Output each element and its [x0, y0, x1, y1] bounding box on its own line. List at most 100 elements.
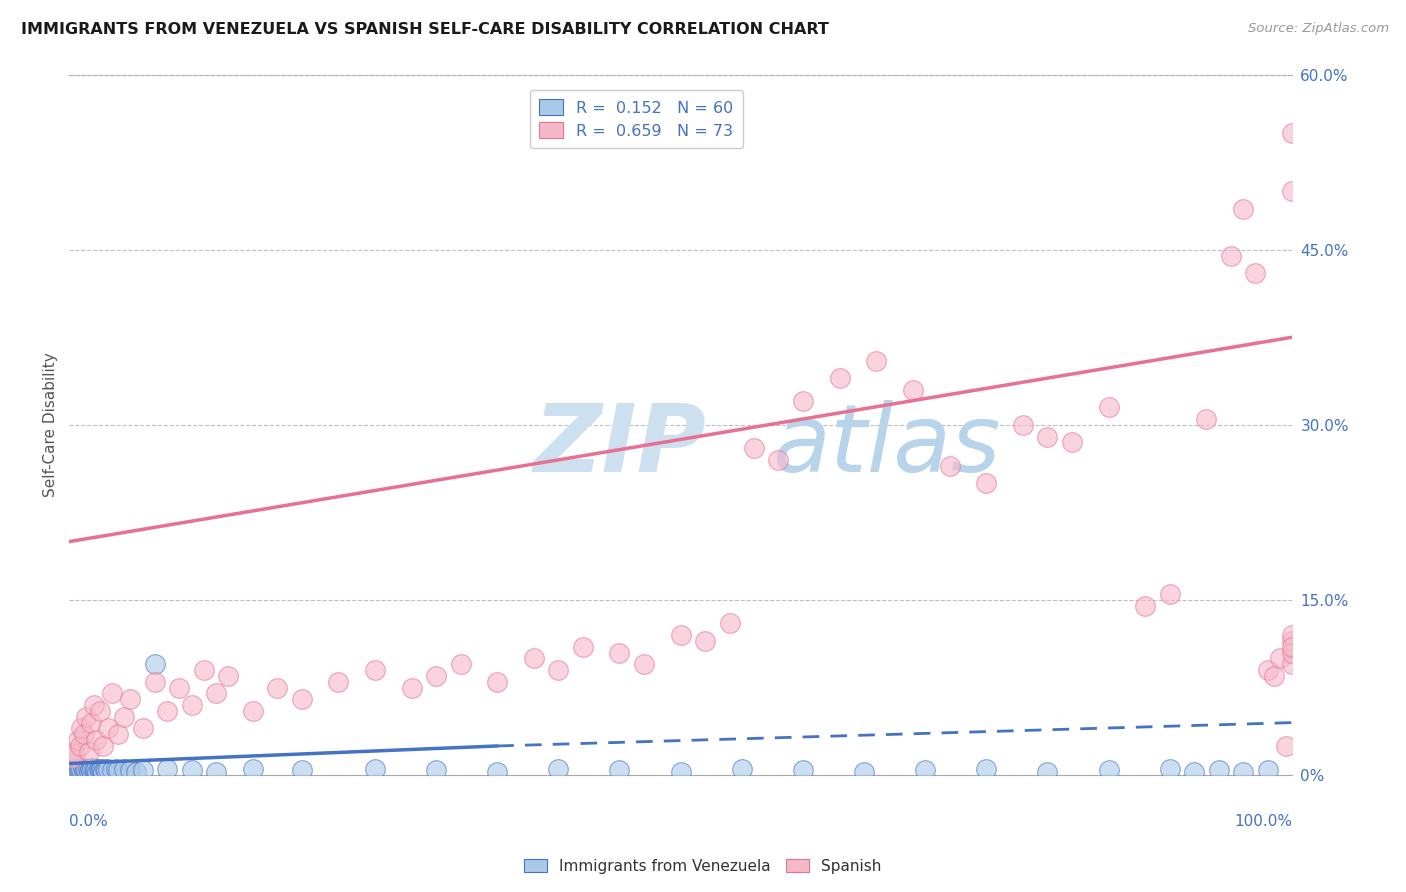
- Point: [82, 761, 104, 775]
- Point: [70, 722, 93, 736]
- Point: [97, 762, 120, 776]
- Point: [89, 764, 111, 778]
- Point: [143, 657, 166, 672]
- Point: [63, 762, 86, 776]
- Point: [75, 764, 97, 778]
- Point: [1159, 587, 1181, 601]
- Point: [93, 762, 115, 776]
- Point: [914, 764, 936, 778]
- Legend: R =  0.152   N = 60, R =  0.659   N = 73: R = 0.152 N = 60, R = 0.659 N = 73: [530, 89, 742, 148]
- Point: [633, 657, 655, 672]
- Text: Source: ZipAtlas.com: Source: ZipAtlas.com: [1249, 22, 1389, 36]
- Point: [1281, 126, 1303, 140]
- Point: [792, 764, 814, 778]
- Point: [169, 681, 191, 695]
- Point: [66, 733, 89, 747]
- Point: [425, 764, 447, 778]
- Point: [70, 762, 93, 776]
- Point: [112, 710, 135, 724]
- Point: [865, 353, 887, 368]
- Point: [63, 745, 86, 759]
- Point: [1268, 651, 1291, 665]
- Point: [486, 674, 509, 689]
- Point: [73, 764, 96, 778]
- Point: [609, 764, 631, 778]
- Point: [120, 692, 142, 706]
- Point: [718, 616, 741, 631]
- Point: [1097, 401, 1119, 415]
- Point: [120, 764, 142, 778]
- Point: [80, 715, 103, 730]
- Point: [1135, 599, 1157, 613]
- Point: [69, 739, 91, 753]
- Legend: Immigrants from Venezuela, Spanish: Immigrants from Venezuela, Spanish: [519, 853, 887, 880]
- Point: [1036, 429, 1059, 443]
- Point: [853, 764, 876, 779]
- Point: [742, 441, 765, 455]
- Point: [193, 663, 215, 677]
- Point: [90, 762, 112, 776]
- Point: [938, 458, 960, 473]
- Point: [486, 764, 509, 779]
- Point: [143, 674, 166, 689]
- Point: [72, 761, 94, 775]
- Point: [89, 704, 111, 718]
- Point: [1275, 739, 1298, 753]
- Text: atlas: atlas: [772, 401, 1001, 491]
- Point: [112, 762, 135, 776]
- Point: [1159, 762, 1181, 776]
- Point: [205, 686, 228, 700]
- Point: [180, 698, 202, 712]
- Point: [1281, 628, 1303, 642]
- Point: [217, 669, 239, 683]
- Point: [572, 640, 595, 654]
- Point: [67, 762, 90, 776]
- Point: [974, 476, 997, 491]
- Point: [75, 710, 97, 724]
- Point: [94, 764, 117, 778]
- Point: [609, 646, 631, 660]
- Point: [83, 698, 105, 712]
- Point: [290, 764, 312, 778]
- Point: [205, 764, 228, 779]
- Point: [62, 764, 84, 779]
- Text: 100.0%: 100.0%: [1234, 814, 1292, 829]
- Y-axis label: Self-Care Disability: Self-Care Disability: [44, 352, 58, 497]
- Point: [66, 764, 89, 779]
- Point: [104, 762, 127, 776]
- Point: [1257, 663, 1279, 677]
- Point: [828, 371, 851, 385]
- Point: [93, 739, 115, 753]
- Point: [1208, 764, 1230, 778]
- Point: [901, 383, 924, 397]
- Point: [1281, 633, 1303, 648]
- Point: [1281, 640, 1303, 654]
- Point: [401, 681, 423, 695]
- Point: [669, 628, 692, 642]
- Point: [131, 722, 153, 736]
- Point: [97, 722, 120, 736]
- Point: [1012, 417, 1035, 432]
- Point: [1232, 202, 1254, 216]
- Point: [80, 764, 103, 778]
- Point: [101, 764, 124, 778]
- Point: [547, 762, 569, 776]
- Text: ZIP: ZIP: [534, 400, 707, 491]
- Point: [974, 762, 997, 776]
- Point: [156, 704, 179, 718]
- Point: [79, 762, 101, 776]
- Text: IMMIGRANTS FROM VENEZUELA VS SPANISH SELF-CARE DISABILITY CORRELATION CHART: IMMIGRANTS FROM VENEZUELA VS SPANISH SEL…: [21, 22, 830, 37]
- Point: [91, 764, 114, 778]
- Point: [83, 762, 105, 776]
- Point: [107, 727, 129, 741]
- Point: [1281, 184, 1303, 198]
- Point: [125, 764, 148, 779]
- Point: [84, 733, 107, 747]
- Point: [242, 762, 264, 776]
- Point: [69, 764, 91, 778]
- Point: [87, 762, 110, 776]
- Point: [242, 704, 264, 718]
- Point: [693, 633, 716, 648]
- Point: [65, 761, 87, 775]
- Point: [77, 764, 100, 779]
